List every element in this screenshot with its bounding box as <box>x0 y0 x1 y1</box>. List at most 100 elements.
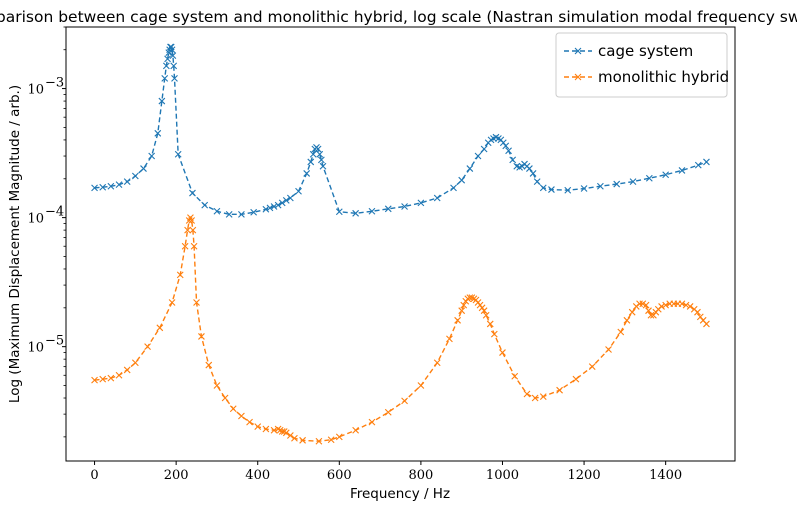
legend-box <box>555 32 728 98</box>
data-point <box>417 199 425 207</box>
data-point <box>401 397 408 405</box>
data-point <box>286 194 294 202</box>
data-point <box>131 172 139 180</box>
y-tick-label: 10 <box>27 341 44 356</box>
data-point <box>458 307 466 315</box>
data-point <box>278 428 286 435</box>
data-point <box>327 436 335 444</box>
data-point <box>99 375 107 383</box>
data-point <box>703 158 710 166</box>
data-point <box>658 303 665 310</box>
data-point <box>238 412 245 420</box>
data-point <box>299 436 306 444</box>
x-tick-label: 1200 <box>568 468 601 483</box>
data-point <box>588 363 596 371</box>
data-point <box>596 182 604 190</box>
data-point <box>278 199 286 207</box>
chart-title: Comparison between cage system and monol… <box>0 8 797 26</box>
data-point <box>286 432 294 439</box>
data-point <box>274 201 282 209</box>
data-point <box>450 184 457 192</box>
data-point <box>460 301 468 309</box>
data-point <box>531 394 539 402</box>
data-point <box>384 408 392 416</box>
data-point <box>307 158 315 166</box>
data-point <box>315 437 323 445</box>
data-point <box>466 165 474 172</box>
data-point <box>628 308 636 316</box>
data-point <box>309 150 317 158</box>
legend: cage system monolithic hybrid <box>555 32 729 98</box>
legend-item-monolithic-hybrid: monolithic hybrid <box>564 68 729 86</box>
data-point <box>480 145 488 153</box>
data-point <box>225 210 233 218</box>
data-point <box>605 346 612 353</box>
data-point <box>262 205 270 213</box>
data-point <box>270 426 278 434</box>
data-point <box>417 382 425 389</box>
data-point <box>623 316 631 324</box>
y-axis: 10−510−410−3 <box>27 26 66 438</box>
data-point <box>188 217 196 224</box>
data-point <box>678 167 686 174</box>
data-point <box>246 418 253 426</box>
data-point <box>254 423 262 431</box>
data-point <box>91 376 98 384</box>
data-point <box>213 207 221 215</box>
data-point <box>433 359 441 367</box>
data-point <box>162 62 170 70</box>
data-point <box>529 170 537 177</box>
data-point <box>266 204 274 212</box>
data-point <box>490 330 498 338</box>
data-point <box>458 176 466 184</box>
x-tick-label: 1000 <box>486 468 519 483</box>
data-point <box>303 170 311 177</box>
data-point <box>617 328 625 336</box>
y-tick-label: 10 <box>27 212 44 227</box>
data-point <box>694 161 702 169</box>
data-point <box>282 429 290 437</box>
x-tick-label: 600 <box>327 468 352 483</box>
data-point <box>291 434 298 442</box>
data-point <box>229 405 237 413</box>
data-point <box>123 178 131 186</box>
data-point <box>682 301 690 309</box>
data-point <box>282 196 290 204</box>
data-point <box>556 386 563 394</box>
data-point <box>539 393 547 401</box>
data-point <box>213 382 221 389</box>
data-point <box>168 299 176 306</box>
data-point <box>499 349 506 356</box>
data-point <box>91 184 98 192</box>
data-point <box>201 201 209 209</box>
x-axis: 0 200 400 600 800 1000 1200 1400 <box>90 461 682 483</box>
data-point <box>250 208 258 216</box>
data-point <box>131 359 139 367</box>
data-point <box>509 156 517 164</box>
y-tick-label: 10 <box>27 83 44 98</box>
data-point <box>161 74 169 82</box>
data-point <box>511 372 519 380</box>
data-point <box>148 152 156 160</box>
series-monolithic-hybrid <box>91 214 710 445</box>
data-point <box>548 186 555 193</box>
data-point <box>189 189 196 197</box>
data-point <box>238 210 245 218</box>
data-point <box>523 390 531 398</box>
data-point <box>190 242 198 250</box>
data-point <box>468 294 476 301</box>
data-point <box>645 174 653 182</box>
data-point <box>533 178 541 186</box>
data-point <box>647 311 655 319</box>
data-point <box>205 361 213 369</box>
x-axis-label: Frequency / Hz <box>350 486 450 502</box>
data-point <box>115 371 123 379</box>
data-point <box>613 180 621 188</box>
legend-label: monolithic hybrid <box>598 68 729 86</box>
data-point <box>686 303 694 310</box>
data-point <box>454 316 461 324</box>
data-point <box>662 171 670 179</box>
data-point <box>401 203 408 210</box>
data-point <box>502 142 510 150</box>
data-point <box>156 324 164 332</box>
